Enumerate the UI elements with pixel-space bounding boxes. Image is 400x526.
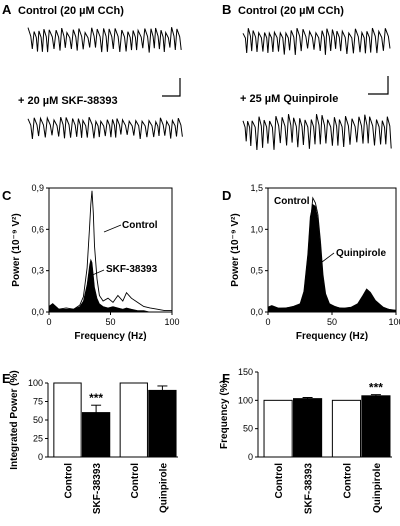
bar-control bbox=[331, 399, 362, 458]
y-tick-label: 25 bbox=[33, 434, 43, 444]
annotation-label: Quinpirole bbox=[336, 248, 386, 259]
category-label: Quinpirole bbox=[372, 463, 383, 513]
category-label: SKF-38393 bbox=[304, 463, 315, 515]
y-axis-label: Power (10⁻⁹ V²) bbox=[11, 213, 22, 286]
panel-d-spectrum: D 0,0 0,5 1,0 1,5 0 50 100 Control Quinpirole Fre… bbox=[222, 183, 400, 342]
trace-b-control bbox=[242, 27, 391, 55]
bar-quinpirole bbox=[361, 395, 391, 458]
y-tick-label: 0 bbox=[248, 452, 253, 462]
y-tick-label: 0,0 bbox=[250, 307, 263, 317]
y-tick-label: 1,5 bbox=[250, 183, 263, 193]
trace-a-control bbox=[27, 27, 182, 53]
x-tick-label: 100 bbox=[164, 317, 179, 327]
y-tick-label: 100 bbox=[238, 395, 253, 405]
bar-control bbox=[263, 399, 293, 458]
annotation-label: Control bbox=[122, 220, 158, 231]
y-tick-label: 0,6 bbox=[31, 224, 44, 234]
panel-c-label: C bbox=[2, 188, 12, 203]
y-axis-label: Frequency (%) bbox=[219, 380, 230, 449]
series-control-line bbox=[267, 196, 397, 311]
x-tick-label: 0 bbox=[265, 317, 270, 327]
category-label: Control bbox=[130, 463, 141, 499]
series-quinpirole-area bbox=[267, 204, 397, 313]
y-tick-label: 0,3 bbox=[31, 266, 44, 276]
scale-bar-b bbox=[368, 76, 389, 95]
annotation-leader bbox=[321, 252, 335, 263]
y-tick-label: 0,9 bbox=[31, 183, 44, 193]
bar-control bbox=[119, 382, 148, 458]
category-label: Quinpirole bbox=[158, 463, 169, 513]
panel-c-spectrum: C 0,0 0,3 0,6 0,9 0 50 100 Control SKF-38393 Freq… bbox=[2, 183, 180, 342]
panel-e-bar-chart: E 0 25 50 75 100 Control *** SKF-38393 Control Qu… bbox=[2, 370, 178, 514]
trace-b-quinpirole bbox=[242, 113, 392, 151]
x-tick-label: 50 bbox=[105, 317, 115, 327]
y-tick-label: 1,0 bbox=[250, 224, 263, 234]
panel-b-bottom-label: + 25 µM Quinpirole bbox=[240, 93, 338, 105]
panel-b: B Control (20 µM CCh) + 25 µM Quinpirole bbox=[222, 2, 392, 151]
scale-bar-a bbox=[162, 78, 181, 97]
series-control-line bbox=[48, 190, 172, 312]
panel-f-label: F bbox=[222, 371, 230, 386]
significance-marker: *** bbox=[369, 381, 383, 395]
significance-marker: *** bbox=[89, 391, 103, 405]
annotation-leader bbox=[103, 224, 122, 233]
category-label: Control bbox=[274, 463, 285, 499]
panel-d-label: D bbox=[222, 188, 231, 203]
annotation-label: Control bbox=[274, 196, 310, 207]
x-tick-label: 0 bbox=[46, 317, 51, 327]
panel-a-bottom-label: + 20 µM SKF-38393 bbox=[18, 95, 118, 107]
x-axis-label: Frequency (Hz) bbox=[296, 331, 368, 342]
y-tick-label: 150 bbox=[238, 367, 253, 377]
panel-a: A Control (20 µM CCh) + 20 µM SKF-38393 bbox=[2, 2, 183, 140]
y-tick-label: 100 bbox=[28, 378, 43, 388]
plot-frame bbox=[48, 187, 173, 313]
y-axis-label: Integrated Power (%) bbox=[9, 370, 20, 469]
panel-a-label: A bbox=[2, 2, 12, 17]
panel-b-top-label: Control (20 µM CCh) bbox=[238, 5, 344, 17]
x-axis-label: Frequency (Hz) bbox=[74, 331, 146, 342]
annotation-label: SKF-38393 bbox=[106, 264, 158, 275]
y-tick-label: 50 bbox=[33, 415, 43, 425]
y-tick-label: 50 bbox=[243, 424, 253, 434]
y-tick-label: 0,5 bbox=[250, 266, 263, 276]
y-axis-label: Power (10⁻⁹ V²) bbox=[230, 213, 241, 286]
y-tick-label: 0 bbox=[38, 452, 43, 462]
panel-b-label: B bbox=[222, 2, 231, 17]
panel-f-bar-chart: F 0 50 100 150 Control SKF-38393 Control *** Qui… bbox=[219, 367, 392, 514]
category-label: SKF-38393 bbox=[92, 463, 103, 515]
bar-quinpirole bbox=[148, 389, 177, 458]
category-label: Control bbox=[342, 463, 353, 499]
x-tick-label: 50 bbox=[327, 317, 337, 327]
bar-control bbox=[53, 382, 82, 458]
annotation-leader bbox=[89, 269, 105, 277]
y-tick-label: 75 bbox=[33, 397, 43, 407]
x-tick-label: 100 bbox=[388, 317, 400, 327]
y-tick-label: 0,0 bbox=[31, 307, 44, 317]
panel-a-top-label: Control (20 µM CCh) bbox=[18, 5, 124, 17]
bar-skf-38393 bbox=[293, 398, 323, 458]
trace-a-skf bbox=[27, 116, 183, 140]
bar-skf-38393 bbox=[81, 412, 111, 458]
category-label: Control bbox=[64, 463, 75, 499]
panel-e-label: E bbox=[2, 371, 11, 386]
